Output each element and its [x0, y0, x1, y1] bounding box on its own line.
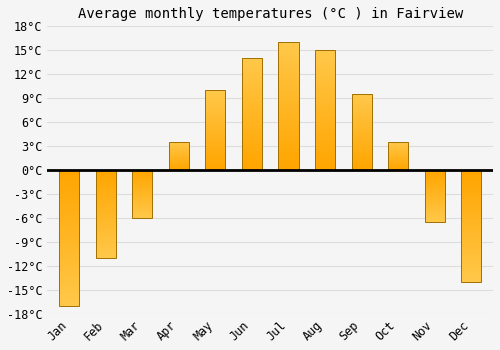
Bar	[388, 142, 408, 170]
Bar	[132, 170, 152, 218]
Title: Average monthly temperatures (°C ) in Fairview: Average monthly temperatures (°C ) in Fa…	[78, 7, 463, 21]
Bar	[60, 170, 80, 306]
Bar	[278, 42, 298, 170]
Bar	[461, 170, 481, 282]
Bar	[352, 94, 372, 170]
Bar	[206, 90, 226, 170]
Bar	[96, 170, 116, 258]
Bar	[315, 50, 335, 170]
Bar	[169, 142, 189, 170]
Bar	[242, 58, 262, 170]
Bar	[424, 170, 444, 222]
